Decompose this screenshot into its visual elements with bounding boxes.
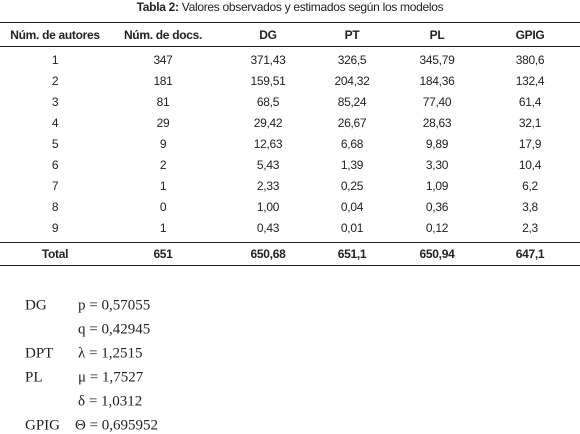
table-cell: 6	[51, 158, 59, 172]
table-cell: 1	[159, 179, 167, 193]
table-cell: 29	[156, 116, 170, 130]
table-cell: 0,43	[256, 221, 280, 235]
header-cell: PT	[344, 28, 360, 42]
total-cell: 650,94	[419, 247, 455, 261]
table-cell: 1	[51, 53, 59, 67]
total-cell: 647,1	[515, 247, 545, 261]
rule	[0, 46, 580, 47]
table-cell: 3,30	[425, 158, 449, 172]
table-cell: 184,36	[419, 74, 455, 88]
table-cell: 1,09	[425, 179, 449, 193]
total-cell: 651,1	[337, 247, 367, 261]
table-cell: 132,4	[515, 74, 545, 88]
parameter: p = 0,57055	[78, 297, 151, 314]
table-cell: 68,5	[256, 95, 280, 109]
table-cell: 2	[159, 158, 167, 172]
table-cell: 85,24	[337, 95, 367, 109]
caption: Tabla 2: Valores observados y estimados …	[0, 0, 580, 14]
table-cell: 0,04	[340, 200, 364, 214]
table-cell: 12,63	[253, 137, 283, 151]
model-name: DPT	[25, 345, 54, 362]
table-cell: 0,01	[340, 221, 364, 235]
table-cell: 5,43	[256, 158, 280, 172]
table-cell: 326,5	[337, 53, 367, 67]
header-cell: Núm. de autores	[10, 28, 100, 42]
table-cell: 8	[51, 200, 59, 214]
table-cell: 5	[51, 137, 59, 151]
header-cell: Núm. de docs.	[123, 28, 203, 42]
table-cell: 2,3	[522, 221, 538, 235]
table-cell: 159,51	[250, 74, 286, 88]
table-cell: 181	[153, 74, 173, 88]
table-cell: 380,6	[515, 53, 545, 67]
table-cell: 371,43	[250, 53, 286, 67]
model-name: PL	[25, 369, 43, 386]
parameter: δ = 1,0312	[78, 393, 143, 410]
parameter: μ = 1,7527	[78, 369, 144, 386]
parameter: q = 0,42945	[78, 321, 151, 338]
parameter: Θ = 0,695952	[75, 417, 159, 434]
caption-text: Valores observados y estimados según los…	[181, 0, 444, 14]
table-cell: 2	[51, 74, 59, 88]
table-cell: 7	[51, 179, 59, 193]
total-cell: 650,68	[250, 247, 286, 261]
table-cell: 6,68	[340, 137, 364, 151]
caption-label: Tabla 2:	[136, 0, 179, 14]
table-cell: 81	[156, 95, 170, 109]
table-cell: 1,00	[256, 200, 280, 214]
table-cell: 9	[51, 221, 59, 235]
table-cell: 32,1	[518, 116, 542, 130]
total-cell: 651	[153, 247, 173, 261]
table-cell: 28,63	[422, 116, 452, 130]
table-cell: 10,4	[518, 158, 542, 172]
table-cell: 0,12	[425, 221, 449, 235]
table-cell: 6,2	[522, 179, 538, 193]
rule	[0, 265, 580, 266]
header-cell: DG	[259, 28, 277, 42]
table-cell: 4	[51, 116, 59, 130]
rule	[0, 22, 580, 23]
table-cell: 17,9	[518, 137, 542, 151]
table-cell: 1,39	[340, 158, 364, 172]
table-cell: 0,36	[425, 200, 449, 214]
table-cell: 9	[159, 137, 167, 151]
header-cell: GPIG	[515, 28, 545, 42]
table-cell: 0	[159, 200, 167, 214]
table-cell: 0,25	[340, 179, 364, 193]
table-cell: 1	[159, 221, 167, 235]
rule	[0, 242, 580, 243]
table-cell: 2,33	[256, 179, 280, 193]
table-cell: 77,40	[422, 95, 452, 109]
table-cell: 3,8	[522, 200, 538, 214]
model-name: DG	[25, 297, 47, 314]
table-cell: 204,32	[334, 74, 370, 88]
table-cell: 9,89	[425, 137, 449, 151]
table-cell: 61,4	[518, 95, 542, 109]
table-cell: 26,67	[337, 116, 367, 130]
table-cell: 3	[51, 95, 59, 109]
table-cell: 345,79	[419, 53, 455, 67]
parameter: λ = 1,2515	[78, 345, 143, 362]
model-name: GPIG	[25, 417, 61, 434]
table-cell: 347	[153, 53, 173, 67]
header-cell: PL	[429, 28, 445, 42]
total-cell: Total	[41, 247, 69, 261]
table-cell: 29,42	[253, 116, 283, 130]
